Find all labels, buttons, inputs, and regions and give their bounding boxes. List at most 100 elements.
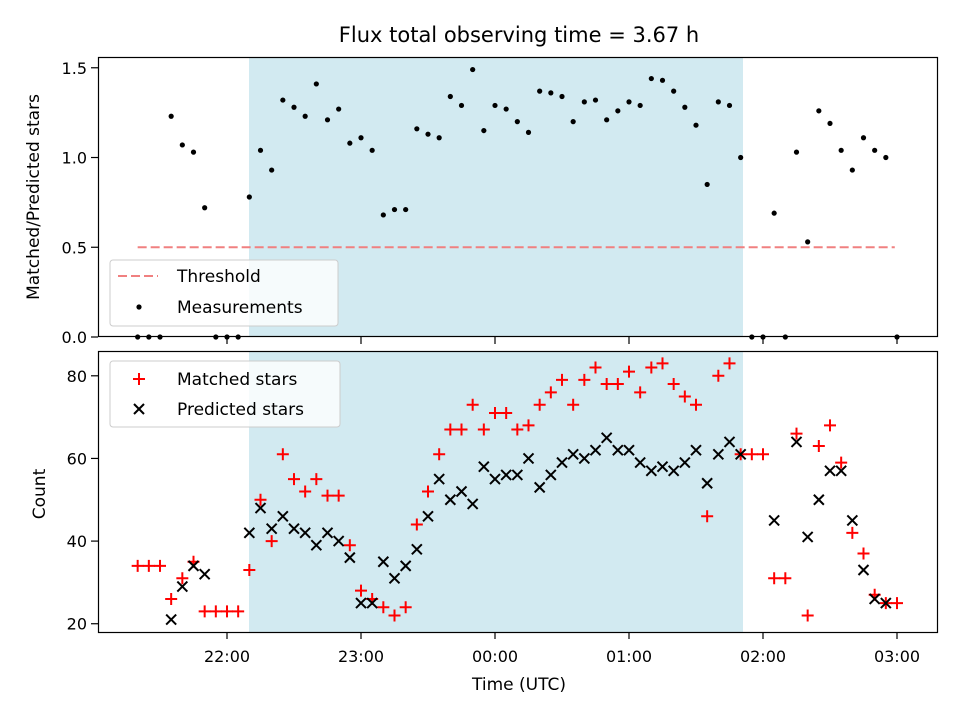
predicted-star-point — [556, 456, 568, 469]
measurement-point — [514, 119, 520, 125]
bottom-y-ticks: 20 40 60 80 — [67, 367, 98, 634]
bottom-marks — [131, 357, 903, 626]
matched-star-point — [399, 601, 412, 614]
bottom-x-tick-label: 02:00 — [740, 647, 786, 666]
bottom-y-tick-label: 20 — [67, 615, 87, 634]
measurement-point — [570, 119, 576, 125]
matched-star-point — [768, 572, 781, 585]
matched-star-point — [455, 423, 468, 436]
measurement-point — [403, 206, 409, 213]
matched-star-point — [299, 485, 312, 498]
predicted-star-point — [645, 465, 658, 477]
matched-star-point — [645, 361, 658, 374]
matched-star-point — [835, 456, 848, 469]
predicted-star-point — [478, 460, 490, 473]
bottom-y-tick-label: 60 — [67, 449, 87, 468]
predicted-star-point — [254, 502, 267, 514]
measurement-point — [559, 93, 565, 100]
predicted-star-point — [656, 460, 669, 473]
measurement-point — [883, 154, 889, 161]
bottom-x-tick-label: 00:00 — [472, 647, 518, 666]
legend-measurements-label: Measurements — [177, 298, 303, 318]
predicted-star-point — [466, 498, 479, 510]
predicted-star-point — [176, 580, 189, 593]
matched-star-point — [611, 378, 624, 391]
matched-star-point — [623, 365, 635, 378]
bottom-y-tick-label: 40 — [67, 532, 87, 551]
predicted-star-point — [567, 448, 579, 461]
matched-star-point — [824, 419, 836, 432]
bottom-x-tick-label: 23:00 — [338, 647, 384, 666]
predicted-star-point — [634, 456, 646, 469]
measurement-point — [190, 149, 197, 155]
predicted-star-point — [366, 597, 378, 609]
measurement-point — [447, 93, 453, 100]
matched-star-point — [422, 485, 434, 498]
matched-star-point — [209, 605, 222, 618]
predicted-star-point — [332, 535, 345, 547]
legend-matched-swatch — [133, 373, 145, 385]
predicted-star-point — [600, 432, 613, 444]
top-marks — [135, 66, 900, 340]
predicted-star-point — [701, 477, 713, 489]
matched-star-point — [533, 398, 546, 411]
top-axes-frame — [97, 56, 939, 338]
measurement-point — [827, 120, 833, 127]
legend-threshold-label: Threshold — [176, 267, 261, 287]
measurement-point — [525, 129, 532, 135]
measurement-point — [715, 99, 721, 105]
measurement-point — [671, 88, 677, 94]
predicted-star-point — [489, 473, 501, 485]
top-y-ticks: 0.0 0.5 1.0 1.5 — [62, 59, 98, 347]
legend-matched-label: Matched stars — [177, 370, 297, 390]
predicted-star-point — [533, 481, 546, 494]
measurement-point — [179, 142, 185, 148]
matched-star-point — [678, 390, 691, 403]
measurement-point — [380, 212, 386, 218]
measurement-point — [637, 102, 643, 109]
measurement-point — [805, 239, 811, 245]
predicted-star-point — [187, 560, 200, 572]
predicted-star-point — [790, 436, 803, 448]
matched-star-point — [723, 357, 736, 370]
measurement-point — [693, 122, 699, 128]
measurement-point — [492, 102, 498, 109]
measurement-point — [659, 77, 666, 83]
measurement-point — [358, 135, 364, 141]
top-y-tick-label: 0.0 — [62, 328, 87, 347]
measurement-point — [269, 167, 275, 173]
predicted-star-point — [511, 469, 524, 481]
measurement-point — [436, 135, 442, 141]
measurement-point — [280, 97, 286, 103]
top-legend-box — [109, 259, 339, 327]
measurement-point — [291, 104, 297, 110]
matched-star-point — [477, 423, 490, 436]
matched-star-point — [444, 423, 457, 436]
matched-star-point — [712, 369, 725, 382]
bottom-legend: Matched stars Predicted stars — [109, 360, 341, 428]
measurement-point — [860, 135, 867, 141]
predicted-star-point — [712, 448, 725, 461]
measurement-point — [872, 147, 878, 153]
measurement-point — [347, 140, 353, 146]
predicted-star-point — [422, 510, 434, 523]
predicted-star-point — [288, 522, 300, 535]
matched-star-point — [690, 398, 702, 411]
measurement-point — [838, 147, 844, 153]
measurement-point — [548, 90, 554, 96]
matched-star-point — [522, 419, 535, 432]
bottom-y-tick-label: 80 — [67, 367, 87, 386]
matched-star-point — [801, 609, 814, 622]
matched-star-point — [857, 547, 870, 560]
measurement-point — [313, 81, 319, 87]
predicted-star-point — [846, 514, 859, 527]
matched-star-point — [221, 605, 233, 618]
measurement-point — [336, 106, 342, 112]
predicted-star-point — [768, 514, 780, 527]
measurement-point — [604, 117, 610, 123]
top-y-tick-label: 1.0 — [62, 149, 87, 168]
matched-star-point — [232, 605, 245, 618]
matched-star-point — [433, 448, 446, 461]
predicted-star-point — [813, 494, 825, 506]
